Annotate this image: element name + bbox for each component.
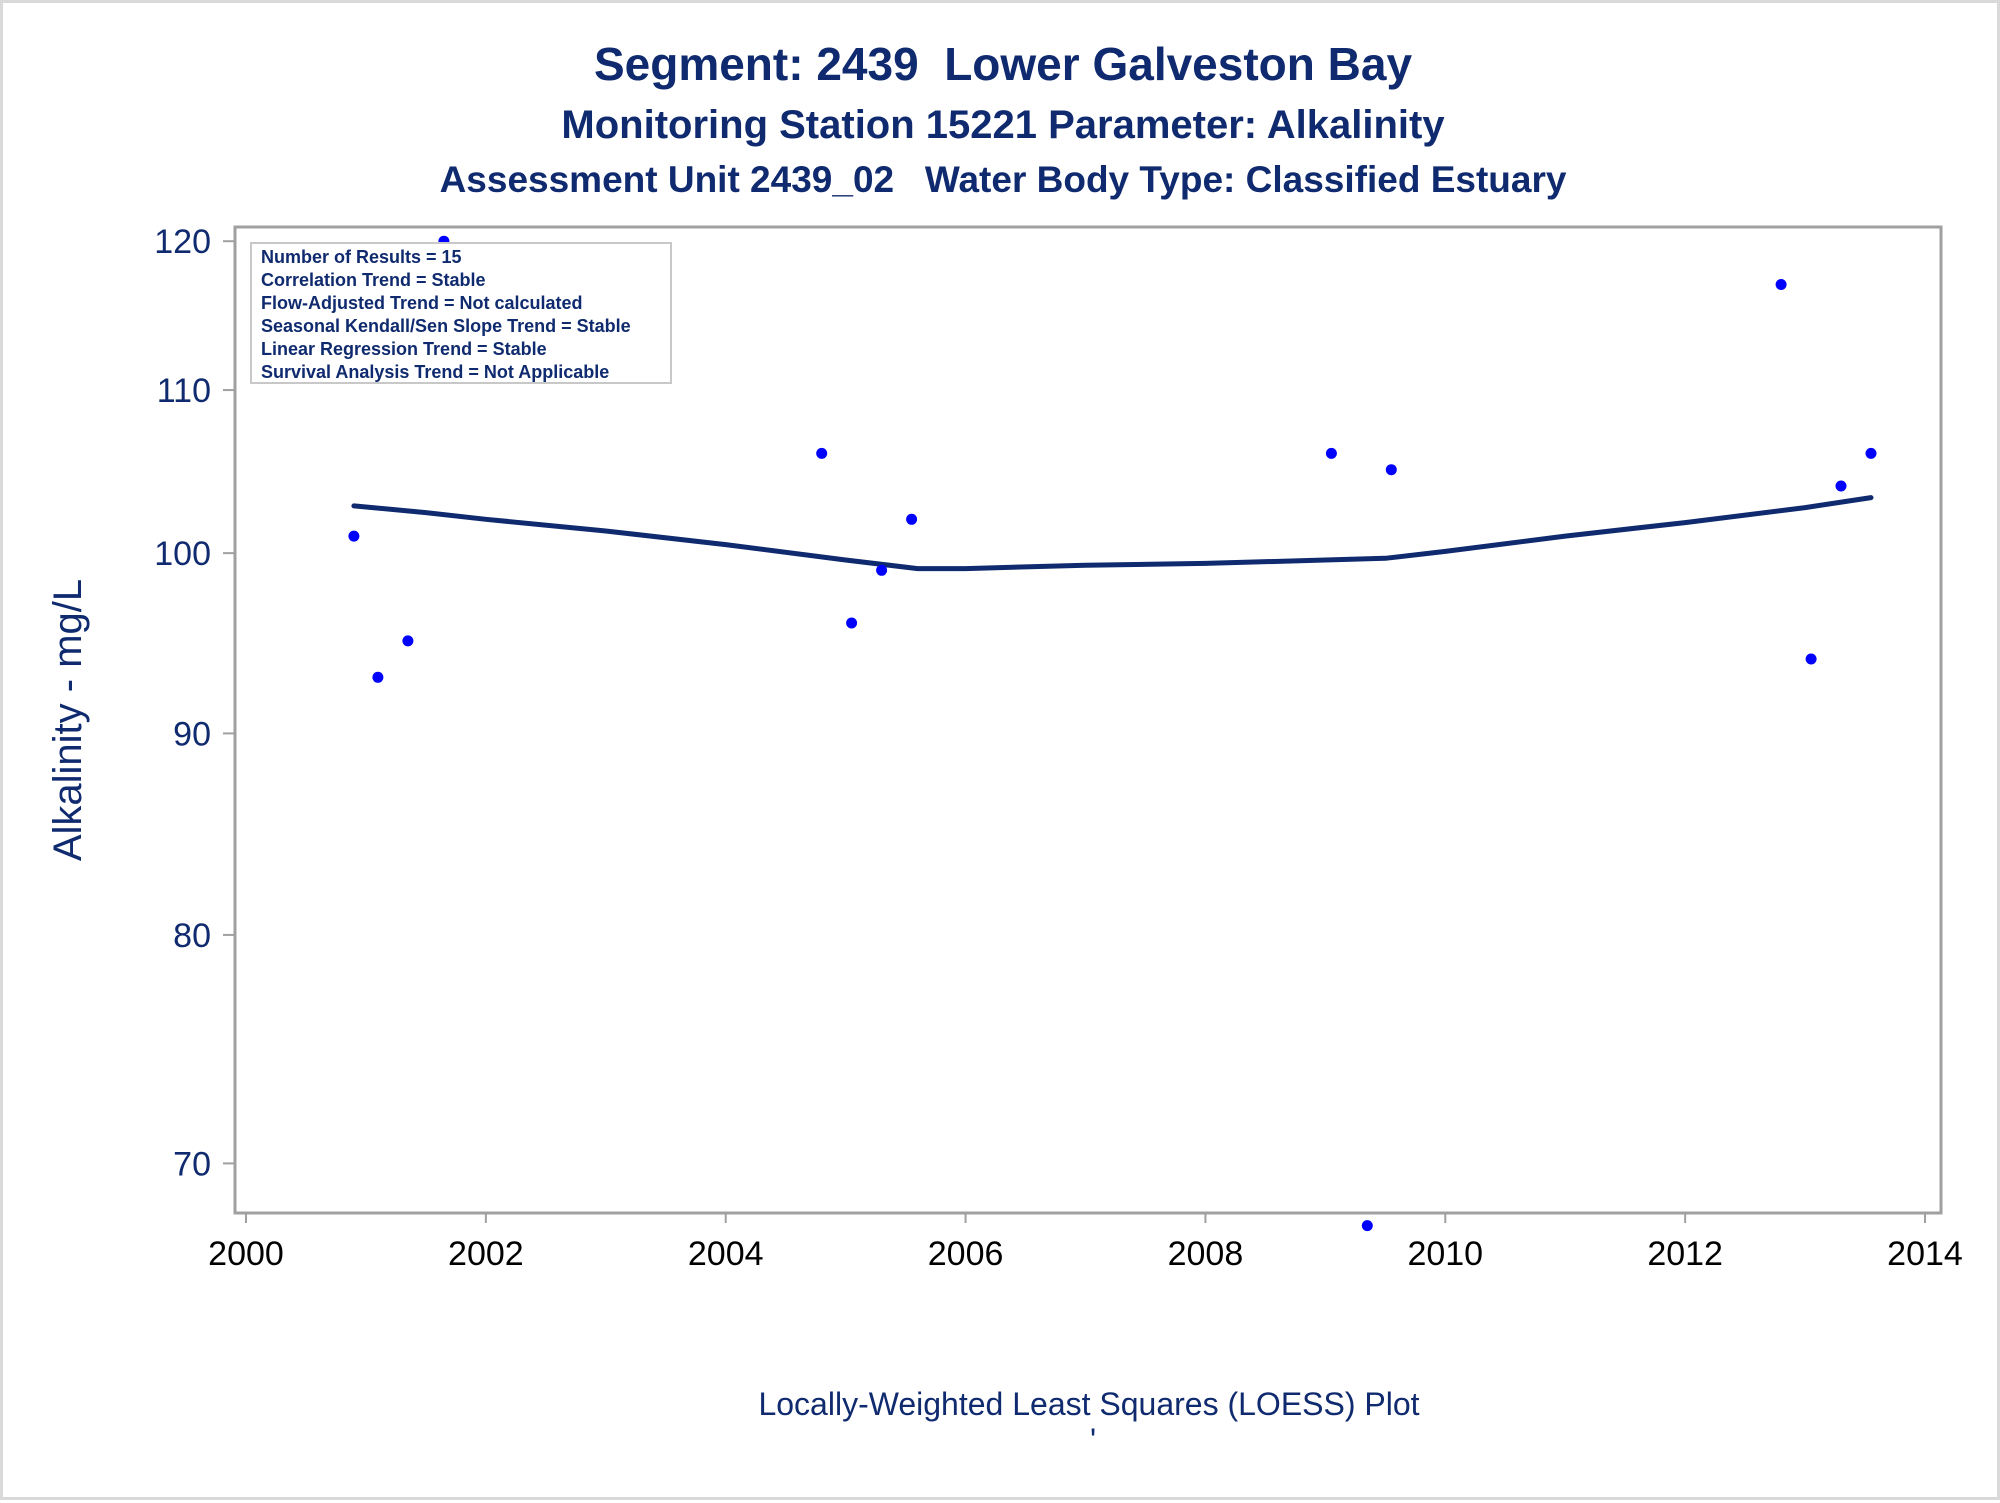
- data-point: [1325, 447, 1337, 459]
- x-tick-label: 2002: [448, 1235, 524, 1273]
- loess-line: [351, 495, 1874, 572]
- data-point: [1775, 279, 1787, 290]
- y-tick-label: 110: [157, 372, 211, 410]
- x-axis-label: Locally-Weighted Least Squares (LOESS) P…: [758, 1386, 1419, 1422]
- x-tick-label: 2014: [1887, 1235, 1963, 1273]
- x-tick-label: 2012: [1647, 1235, 1723, 1273]
- x-tick-label: 2006: [928, 1235, 1004, 1273]
- stat-linear-regression-trend: Linear Regression Trend = Stable: [261, 339, 547, 359]
- footer-mark: ': [1090, 1422, 1096, 1458]
- data-point: [906, 513, 918, 525]
- data-point: [876, 564, 888, 576]
- trend-statistics-box: Number of Results = 15 Correlation Trend…: [250, 242, 672, 384]
- loess-line-group: [351, 495, 1874, 572]
- y-tick-label: 70: [173, 1145, 211, 1183]
- stats-box-frame: [250, 242, 672, 384]
- stat-correlation-trend: Correlation Trend = Stable: [261, 270, 486, 290]
- y-tick-label: 100: [154, 535, 211, 573]
- plot-area-frame: [233, 225, 1943, 1215]
- data-point: [1835, 480, 1847, 492]
- chart-subtitle-station: Monitoring Station 15221 Parameter: Alka…: [561, 103, 1445, 147]
- data-points-group: [348, 235, 1877, 1232]
- data-point: [816, 447, 828, 459]
- chart-title: Segment: 2439 Lower Galveston Bay: [593, 38, 1413, 90]
- data-point: [1361, 1220, 1373, 1232]
- x-axis: 2000 2002 2004 2006 2008 2010 2012 2014: [208, 1213, 1963, 1273]
- x-tick-label: 2004: [688, 1235, 764, 1273]
- x-tick-label: 2010: [1407, 1235, 1483, 1273]
- loess-chart: 2000 2002 2004 2006 2008 2010 2012 2014 70 80 90 1…: [46, 223, 1963, 1458]
- data-point: [402, 635, 414, 647]
- data-point: [1805, 653, 1817, 665]
- y-tick-label: 120: [154, 223, 211, 261]
- data-point: [1385, 464, 1397, 476]
- stat-flow-adjusted-trend: Flow-Adjusted Trend = Not calculated: [261, 293, 583, 313]
- stat-number-of-results: Number of Results = 15: [261, 247, 462, 267]
- y-tick-label: 80: [173, 917, 211, 955]
- data-point: [846, 617, 858, 629]
- x-tick-label: 2008: [1168, 1235, 1244, 1273]
- data-point: [372, 671, 384, 683]
- y-axis: 70 80 90 100 110 120: [154, 223, 235, 1183]
- y-tick-label: 90: [173, 715, 211, 753]
- stat-survival-analysis-trend: Survival Analysis Trend = Not Applicable: [261, 362, 609, 382]
- x-tick-label: 2000: [208, 1235, 284, 1273]
- stat-seasonal-kendall-trend: Seasonal Kendall/Sen Slope Trend = Stabl…: [261, 316, 631, 336]
- chart-subtitle-assessment: Assessment Unit 2439_02 Water Body Type:…: [439, 159, 1567, 200]
- data-point: [348, 530, 360, 542]
- y-axis-label: Alkalinity - mg/L: [46, 579, 90, 861]
- data-point: [1865, 447, 1877, 459]
